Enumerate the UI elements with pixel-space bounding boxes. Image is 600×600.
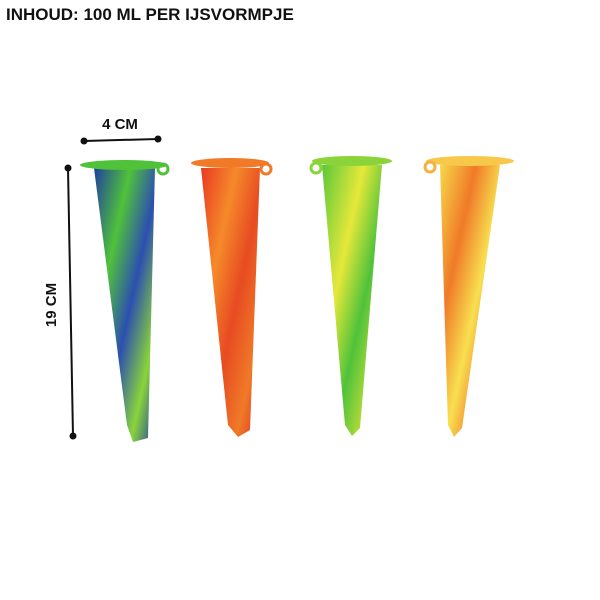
mold-1 <box>80 160 170 442</box>
title: INHOUD: 100 ML PER IJSVORMPJE <box>6 5 294 24</box>
mold-2 <box>191 158 273 437</box>
height-dimension: 19 CM <box>43 164 77 440</box>
height-label: 19 CM <box>43 283 60 327</box>
width-dimension: 4 CM <box>80 116 162 145</box>
mold-4 <box>423 156 514 437</box>
width-label: 4 CM <box>102 116 138 133</box>
mold-3 <box>309 156 392 436</box>
